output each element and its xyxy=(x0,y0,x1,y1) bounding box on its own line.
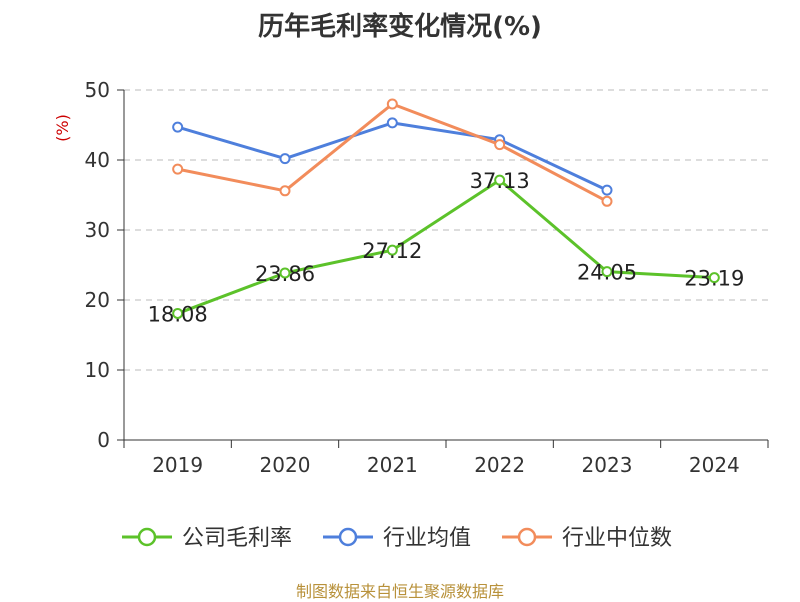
chart-title: 历年毛利率变化情况(%) xyxy=(258,12,542,42)
data-labels: 18.08 23.86 27.12 37.13 24.05 23.19 xyxy=(148,169,745,326)
x-tick-label-2020: 2020 xyxy=(260,453,311,477)
legend-label-0: 公司毛利率 xyxy=(182,526,292,551)
series-0-point-2020 xyxy=(279,267,291,279)
data-label-2021: 27.12 xyxy=(362,239,422,263)
data-label-2022: 37.13 xyxy=(470,169,530,193)
series-0-point-2021 xyxy=(386,244,398,256)
data-label-2020: 23.86 xyxy=(255,262,315,286)
axes: 0 10 20 30 40 50 2019 2020 2021 2022 2023 2024 xyxy=(85,78,769,477)
series-lines xyxy=(172,98,720,319)
series-2-point-2020 xyxy=(279,185,291,197)
legend-label-2: 行业中位数 xyxy=(562,526,672,551)
x-tick-label-2024: 2024 xyxy=(689,453,740,477)
y-axis-unit-label: (%) xyxy=(53,114,72,142)
series-2-point-2021 xyxy=(386,98,398,110)
series-line-0 xyxy=(177,178,715,315)
legend-marker-1 xyxy=(338,527,358,547)
series-1-point-2019 xyxy=(172,121,184,133)
legend-marker-2 xyxy=(517,527,537,547)
series-0-point-2024 xyxy=(708,272,720,284)
y-tick-label-10: 10 xyxy=(85,358,110,382)
x-tick-label-2021: 2021 xyxy=(367,453,418,477)
series-0-point-2022 xyxy=(494,174,506,186)
series-0-point-2019 xyxy=(172,307,184,319)
series-2-point-2022 xyxy=(494,139,506,151)
data-label-2024: 23.19 xyxy=(684,267,744,291)
series-1-point-2020 xyxy=(279,153,291,165)
y-tick-label-30: 30 xyxy=(85,218,110,242)
series-1-point-2021 xyxy=(386,117,398,129)
series-line-1 xyxy=(177,121,608,192)
series-0-point-2023 xyxy=(601,266,613,278)
y-tick-label-40: 40 xyxy=(85,148,110,172)
x-tick-label-2023: 2023 xyxy=(582,453,633,477)
legend-marker-0 xyxy=(137,527,157,547)
y-tick-label-0: 0 xyxy=(97,428,110,452)
y-tick-label-50: 50 xyxy=(85,78,110,102)
grid-lines xyxy=(124,89,768,371)
series-1-point-2023 xyxy=(601,184,613,196)
source-note: 制图数据来自恒生聚源数据库 xyxy=(295,582,504,601)
data-label-2023: 24.05 xyxy=(577,261,637,285)
data-label-2019: 18.08 xyxy=(148,302,208,326)
x-tick-label-2019: 2019 xyxy=(152,453,203,477)
legend-label-1: 行业均值 xyxy=(383,526,471,551)
series-2-point-2023 xyxy=(601,195,613,207)
series-2-point-2019 xyxy=(172,163,184,175)
legend: 公司毛利率 行业均值 行业中位数 xyxy=(122,526,672,551)
x-tick-label-2022: 2022 xyxy=(474,453,525,477)
y-tick-label-20: 20 xyxy=(85,288,110,312)
